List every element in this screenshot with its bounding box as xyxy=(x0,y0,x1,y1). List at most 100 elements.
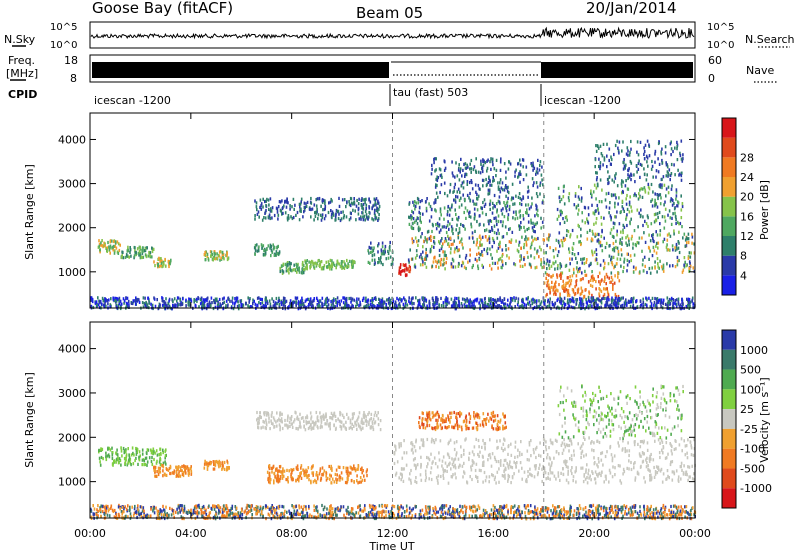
data-cell xyxy=(334,427,337,431)
data-cell xyxy=(388,303,391,307)
data-cell xyxy=(449,222,451,226)
data-cell xyxy=(374,305,376,309)
data-cell xyxy=(324,422,326,426)
data-cell xyxy=(568,192,571,196)
data-cell xyxy=(300,464,303,468)
data-cell xyxy=(455,453,457,457)
data-cell xyxy=(584,307,586,311)
data-cell xyxy=(643,255,646,259)
data-cell xyxy=(304,416,307,420)
data-cell xyxy=(464,206,467,210)
data-cell xyxy=(657,262,659,266)
data-cell xyxy=(335,468,338,472)
data-cell xyxy=(640,208,642,212)
data-cell xyxy=(585,297,587,302)
data-cell xyxy=(483,247,485,252)
data-cell xyxy=(318,196,321,201)
data-cell xyxy=(427,456,430,460)
data-cell xyxy=(267,244,270,248)
data-cell xyxy=(654,266,656,270)
data-cell xyxy=(214,463,217,467)
data-cell xyxy=(112,298,115,302)
data-cell xyxy=(213,467,216,471)
data-cell xyxy=(258,421,260,425)
data-cell xyxy=(254,217,256,221)
data-cell xyxy=(614,215,616,219)
data-cell xyxy=(603,267,605,271)
colorbar-segment xyxy=(722,177,736,197)
data-cell xyxy=(295,213,297,217)
data-cell xyxy=(273,246,276,250)
data-cell xyxy=(412,226,415,231)
data-cell xyxy=(617,294,620,299)
data-cell xyxy=(534,222,536,226)
data-cell xyxy=(135,446,137,451)
data-cell xyxy=(630,237,633,241)
data-cell xyxy=(481,206,483,210)
data-cell xyxy=(402,269,404,273)
data-cell xyxy=(271,297,273,301)
data-cell xyxy=(280,419,283,423)
data-cell xyxy=(656,233,659,237)
data-cell xyxy=(610,155,612,159)
data-cell xyxy=(382,300,384,304)
data-cell xyxy=(684,244,687,248)
data-cell xyxy=(231,299,233,303)
data-cell xyxy=(405,451,408,455)
data-cell xyxy=(493,178,495,182)
data-cell xyxy=(589,300,592,304)
data-cell xyxy=(156,298,158,302)
data-cell xyxy=(399,265,402,269)
data-cell xyxy=(122,446,125,451)
data-cell xyxy=(373,208,376,212)
data-cell xyxy=(511,196,513,200)
data-cell xyxy=(209,462,212,466)
data-cell xyxy=(662,269,665,273)
data-cell xyxy=(157,307,160,311)
data-cell xyxy=(449,236,452,240)
data-cell xyxy=(508,474,511,479)
colorbar-segment xyxy=(722,157,736,177)
data-cell xyxy=(139,454,141,458)
data-cell xyxy=(588,264,590,268)
data-cell xyxy=(510,240,512,244)
data-cell xyxy=(159,470,162,474)
data-cell xyxy=(578,269,581,273)
data-cell xyxy=(349,216,352,220)
data-cell xyxy=(341,198,344,202)
data-cell xyxy=(436,302,438,306)
data-cell xyxy=(264,426,267,430)
data-cell xyxy=(141,301,144,305)
data-cell xyxy=(420,465,422,469)
data-cell xyxy=(161,303,164,307)
data-cell xyxy=(336,300,339,304)
data-cell xyxy=(466,297,468,301)
data-cell xyxy=(631,234,633,238)
data-cell xyxy=(591,238,594,242)
data-cell xyxy=(281,199,283,203)
data-cell xyxy=(447,220,449,224)
data-cell xyxy=(143,463,145,467)
data-cell xyxy=(600,222,603,226)
data-cell xyxy=(620,248,623,252)
data-cell xyxy=(495,216,497,220)
data-cell xyxy=(593,183,596,187)
data-cell xyxy=(471,463,474,467)
data-cell xyxy=(160,263,162,267)
data-cell xyxy=(214,297,217,301)
data-cell xyxy=(100,241,102,245)
data-cell xyxy=(577,195,580,199)
data-cell xyxy=(635,164,638,168)
colorbar-tick-label: 16 xyxy=(740,210,754,223)
data-cell xyxy=(638,211,640,215)
data-cell xyxy=(147,254,150,258)
data-cell xyxy=(264,249,267,253)
data-cell xyxy=(455,161,457,165)
data-cell xyxy=(627,176,629,181)
data-cell xyxy=(536,473,539,477)
data-cell xyxy=(597,297,599,301)
data-cell xyxy=(292,420,295,424)
data-cell xyxy=(331,210,334,214)
data-cell xyxy=(670,162,673,167)
data-cell xyxy=(435,177,437,181)
